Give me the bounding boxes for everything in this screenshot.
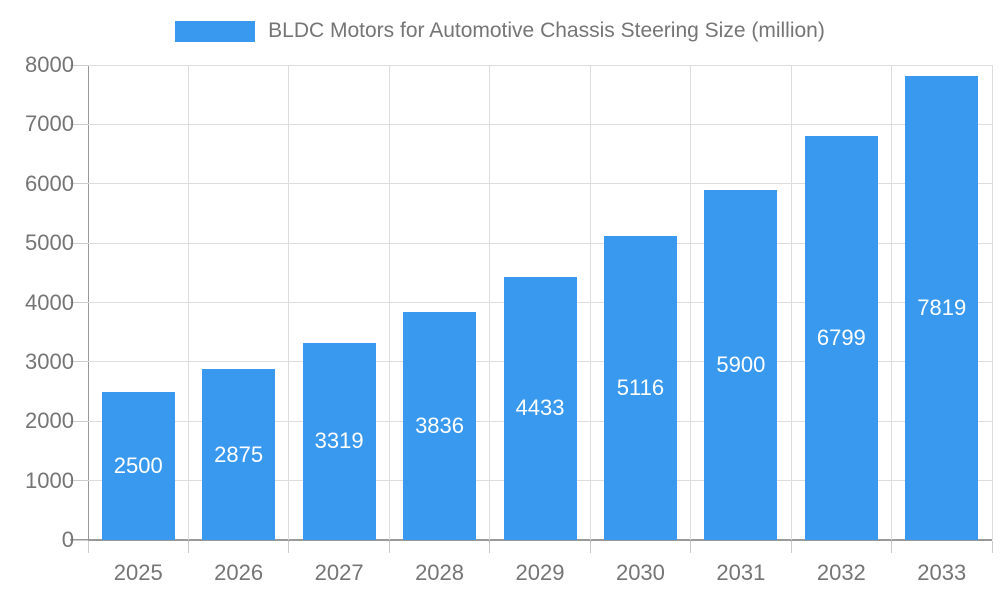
plot-area: 2500 2875 3319 3836 4433 5116 5900 6799 7819 (70, 64, 993, 553)
bar-value-label: 6799 (816, 325, 866, 351)
y-axis-tick (70, 539, 88, 541)
y-axis-tick (70, 480, 88, 482)
x-axis-label: 2028 (415, 560, 465, 585)
y-axis-label: 2000 (25, 408, 74, 434)
x-axis-label: 2031 (716, 560, 766, 585)
bar[interactable] (202, 369, 276, 540)
y-axis-tick (70, 361, 88, 363)
bar[interactable] (302, 342, 376, 540)
x-axis-label: 2030 (615, 560, 665, 585)
x-axis-tick (891, 541, 893, 553)
y-axis-label: 1000 (25, 467, 74, 493)
y-axis-tick (70, 183, 88, 185)
y-axis-label: 3000 (25, 348, 74, 374)
bar[interactable] (603, 236, 677, 540)
bar[interactable] (704, 189, 778, 540)
bar-value-label: 3836 (415, 413, 465, 439)
v-gridline (388, 65, 390, 540)
v-gridline (690, 65, 692, 540)
v-gridline (288, 65, 290, 540)
y-axis-tick (70, 420, 88, 422)
h-gridline (88, 123, 992, 125)
h-gridline (88, 183, 992, 185)
bar[interactable] (804, 136, 878, 540)
v-gridline (991, 65, 993, 540)
x-axis-line (70, 539, 992, 541)
bar[interactable] (101, 391, 175, 540)
legend-label: BLDC Motors for Automotive Chassis Steer… (268, 19, 825, 42)
chart-legend[interactable]: BLDC Motors for Automotive Chassis Steer… (0, 15, 1000, 47)
y-axis-label: 4000 (25, 289, 74, 315)
x-axis-tick (187, 541, 189, 553)
x-axis-tick (991, 541, 993, 553)
v-gridline (589, 65, 591, 540)
bar[interactable] (403, 312, 477, 540)
y-axis-label: 0 (61, 527, 74, 552)
y-axis-label: 7000 (25, 111, 74, 137)
x-axis-tick (589, 541, 591, 553)
y-axis-tick (70, 302, 88, 303)
y-axis-label: 8000 (25, 52, 74, 77)
x-axis-label: 2032 (816, 560, 866, 585)
bar-value-label: 2875 (214, 441, 264, 467)
v-gridline (489, 65, 491, 540)
bar[interactable] (503, 276, 577, 540)
bar-value-label: 4433 (515, 395, 565, 421)
x-axis-tick (489, 541, 491, 553)
x-axis-tick (288, 541, 290, 553)
y-axis-tick (70, 123, 88, 125)
v-gridline (790, 65, 792, 540)
y-axis-tick (70, 64, 88, 66)
y-axis-label: 6000 (25, 170, 74, 196)
v-gridline (187, 65, 189, 540)
bar[interactable] (905, 75, 979, 540)
bar-value-label: 2500 (113, 452, 163, 478)
v-gridline (891, 65, 893, 540)
x-axis-label: 2027 (314, 560, 364, 585)
h-gridline (88, 242, 992, 244)
x-axis-label: 2025 (113, 560, 163, 585)
x-axis-label: 2029 (515, 560, 565, 585)
x-axis-tick (87, 541, 89, 553)
x-axis-tick (388, 541, 390, 553)
x-axis-tick (790, 541, 792, 553)
y-axis-tick (70, 242, 88, 244)
bar-value-label: 7819 (917, 294, 967, 320)
bar-value-label: 5116 (616, 375, 665, 401)
legend-swatch-icon (175, 20, 256, 42)
bar-value-label: 5900 (716, 351, 766, 377)
x-axis-label: 2026 (214, 560, 264, 585)
bar-value-label: 3319 (314, 428, 364, 454)
y-axis-label: 5000 (25, 230, 74, 256)
x-axis-tick (690, 541, 692, 553)
h-gridline (88, 64, 992, 66)
x-axis-label: 2033 (917, 560, 967, 585)
